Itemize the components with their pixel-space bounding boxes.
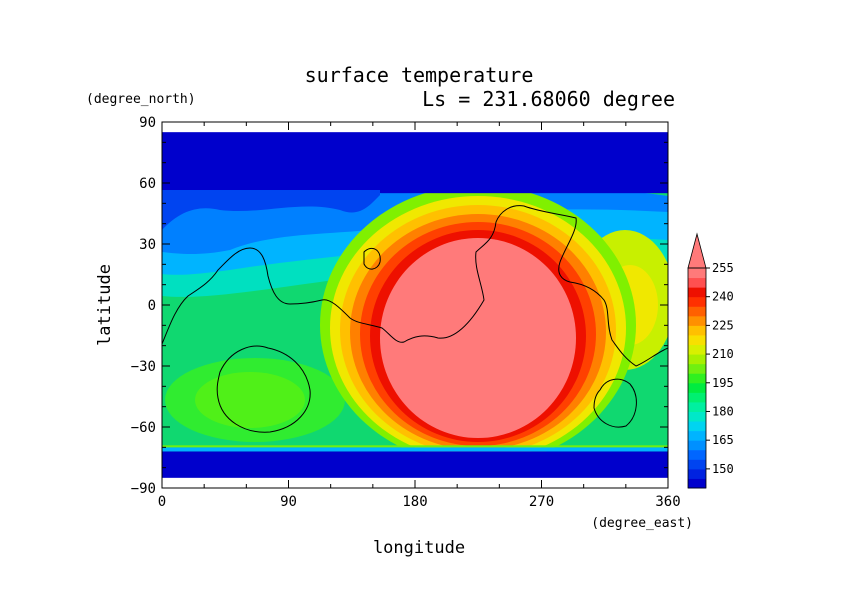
colorbar-swatch <box>688 411 706 422</box>
field-band <box>162 190 380 230</box>
y-tick-label: 30 <box>139 237 156 253</box>
colorbar-label: 150 <box>712 462 734 476</box>
y-tick-label: 90 <box>139 115 156 131</box>
colorbar-swatch <box>688 440 706 451</box>
south-polar-cap <box>162 451 668 480</box>
y-units-label: (degree_north) <box>86 92 196 107</box>
colorbar-label: 210 <box>712 347 734 361</box>
y-ticks: 90 60 30 0 −30 −60 −90 <box>131 115 668 497</box>
colorbar-border <box>687 267 707 489</box>
colorbar-label: 255 <box>712 261 734 275</box>
colorbar-swatch <box>688 296 706 307</box>
field-band <box>162 447 668 452</box>
colorbar-swatch <box>688 268 706 279</box>
colorbar-swatch <box>688 478 706 489</box>
y-tick-label: 0 <box>148 298 156 314</box>
colorbar-swatch <box>688 306 706 317</box>
colorbar-swatch <box>688 401 706 412</box>
colorbar-extend-arrow <box>687 232 707 269</box>
colorbar-swatch <box>688 468 706 479</box>
field-band <box>162 445 668 448</box>
x-tick-label: 0 <box>158 494 166 510</box>
x-ticks: 0 90 180 270 360 <box>158 122 681 510</box>
y-tick-label: −90 <box>131 481 156 497</box>
colorbar-swatch <box>688 325 706 336</box>
y-tick-label: 60 <box>139 176 156 192</box>
contour-line <box>216 345 311 433</box>
y-tick-label: −30 <box>131 359 156 375</box>
colorbar-swatch <box>688 430 706 441</box>
colorbar-swatch <box>688 421 706 432</box>
colorbar-label: 225 <box>712 318 734 332</box>
colorbar-swatch <box>688 459 706 470</box>
colorbar-swatch <box>688 354 706 365</box>
colorbar-label: 180 <box>712 404 734 418</box>
colorbar-swatch <box>688 363 706 374</box>
chart-title: surface temperature <box>305 63 534 87</box>
colorbar-label: 240 <box>712 290 734 304</box>
colorbar-swatch <box>688 287 706 298</box>
contour-line <box>363 247 381 270</box>
temperature-field <box>162 130 668 480</box>
x-tick-label: 90 <box>280 494 297 510</box>
north-polar-cap <box>162 130 668 194</box>
contour-line <box>593 378 637 428</box>
field-band <box>380 238 576 438</box>
y-tick-label: −60 <box>131 420 156 436</box>
colorbar-label: 195 <box>712 376 734 390</box>
colorbar-swatch <box>688 334 706 346</box>
x-axis-label: longitude <box>373 538 465 558</box>
contour-line <box>161 205 669 367</box>
plot-margin <box>162 130 668 133</box>
colorbar-swatch <box>688 373 706 384</box>
colorbar-swatch <box>688 449 706 460</box>
x-units-label: (degree_east) <box>591 516 693 531</box>
y-axis-label: latitude <box>95 264 115 346</box>
chart-subtitle: Ls = 231.68060 degree <box>422 87 675 111</box>
plot-margin <box>162 477 668 480</box>
colorbar: 255 240 225 210 195 180 165 150 <box>687 232 734 489</box>
colorbar-swatch <box>688 392 706 403</box>
x-tick-label: 270 <box>529 494 554 510</box>
colorbar-swatch <box>688 277 706 288</box>
x-tick-label: 180 <box>402 494 427 510</box>
x-tick-label: 360 <box>655 494 680 510</box>
colorbar-swatch <box>688 382 706 393</box>
topography-contours <box>161 205 669 433</box>
colorbar-swatch <box>688 315 706 326</box>
colorbar-label: 165 <box>712 433 734 447</box>
field-band <box>195 372 305 428</box>
colorbar-swatch <box>688 344 706 355</box>
